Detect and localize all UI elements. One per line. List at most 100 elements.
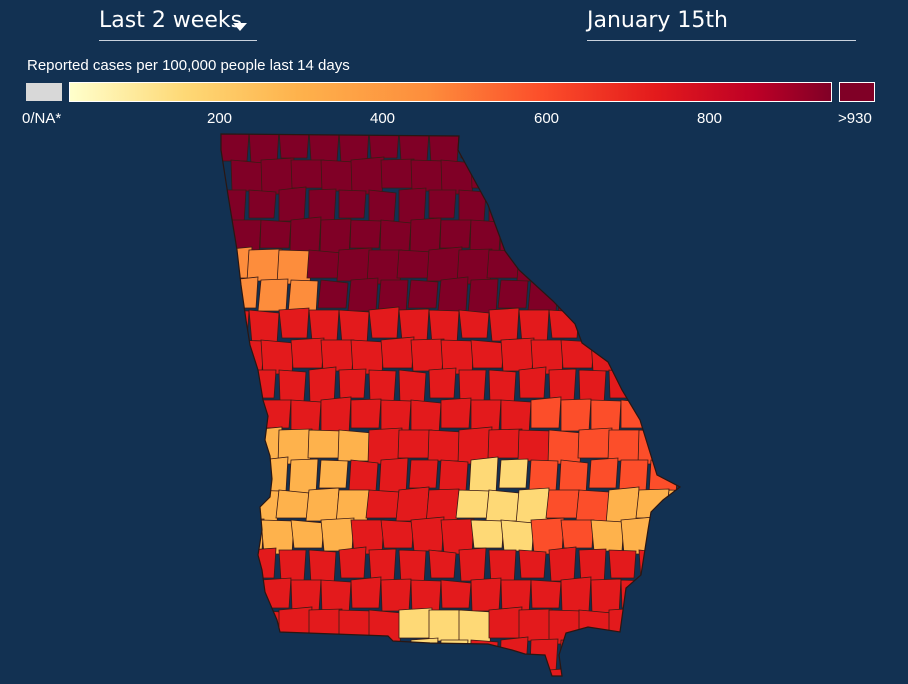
county-shape[interactable] [398,607,433,639]
county-shape[interactable] [589,639,619,669]
county-shape[interactable] [647,276,679,315]
county-shape[interactable] [560,156,595,189]
county-shape[interactable] [497,279,529,309]
county-shape[interactable] [230,159,265,192]
county-shape[interactable] [260,339,295,375]
county-shape[interactable] [667,426,702,459]
county-shape[interactable] [306,669,340,684]
county-shape[interactable] [308,366,337,405]
county-shape[interactable] [248,309,280,345]
county-shape[interactable] [668,189,696,225]
county-shape[interactable] [278,307,310,339]
county-shape[interactable] [278,186,307,222]
county-shape[interactable] [246,668,280,684]
county-shape[interactable] [439,639,469,672]
county-shape[interactable] [560,398,592,432]
county-shape[interactable] [426,246,463,282]
county-shape[interactable] [347,277,379,312]
county-shape[interactable] [488,369,517,405]
county-shape[interactable] [590,519,625,552]
county-shape[interactable] [518,608,553,642]
county-shape[interactable] [410,338,445,372]
county-shape[interactable] [545,489,580,519]
date-selector[interactable]: January 15th [587,6,856,41]
county-shape[interactable] [638,309,670,339]
county-shape[interactable] [518,366,547,399]
county-shape[interactable] [305,487,340,522]
county-shape[interactable] [320,396,352,435]
county-shape[interactable] [650,397,681,432]
county-shape[interactable] [338,546,367,579]
county-shape[interactable] [348,459,379,492]
county-shape[interactable] [428,367,457,399]
county-shape[interactable] [500,519,535,552]
county-shape[interactable] [290,399,322,432]
county-shape[interactable] [516,669,550,684]
county-shape[interactable] [458,547,487,582]
county-shape[interactable] [470,339,505,369]
county-shape[interactable] [650,159,684,189]
county-shape[interactable] [590,578,622,615]
county-shape[interactable] [350,398,382,429]
county-shape[interactable] [470,577,502,612]
county-shape[interactable] [530,579,562,609]
county-shape[interactable] [368,609,403,645]
county-shape[interactable] [438,459,469,492]
county-shape[interactable] [275,489,310,519]
county-shape[interactable] [560,519,595,549]
county-shape[interactable] [576,669,610,684]
county-shape[interactable] [677,278,708,309]
county-shape[interactable] [578,189,607,225]
county-shape[interactable] [338,609,373,642]
county-shape[interactable] [408,459,439,489]
county-shape[interactable] [320,339,355,372]
county-shape[interactable] [308,309,340,342]
county-shape[interactable] [620,338,655,375]
county-shape[interactable] [259,639,289,672]
county-shape[interactable] [666,248,702,279]
county-shape[interactable] [608,308,640,345]
county-shape[interactable] [246,248,283,282]
county-shape[interactable] [289,636,319,675]
county-shape[interactable] [470,399,502,432]
county-shape[interactable] [679,219,711,255]
county-shape[interactable] [458,128,490,159]
county-shape[interactable] [578,306,610,342]
county-shape[interactable] [638,130,670,159]
county-shape[interactable] [681,340,714,371]
county-shape[interactable] [378,457,409,495]
county-shape[interactable] [606,669,640,684]
county-shape[interactable] [336,247,373,282]
county-shape[interactable] [338,189,367,219]
county-shape[interactable] [398,187,427,225]
county-shape[interactable] [379,219,412,252]
county-shape[interactable] [318,459,349,489]
county-shape[interactable] [320,517,355,552]
county-shape[interactable] [546,247,583,285]
county-shape[interactable] [230,339,265,372]
county-shape[interactable] [395,486,430,522]
county-shape[interactable] [529,218,562,249]
county-shape[interactable] [518,130,550,165]
county-shape[interactable] [398,308,430,342]
county-shape[interactable] [588,457,619,489]
county-shape[interactable] [337,429,373,462]
county-shape[interactable] [290,159,325,189]
county-shape[interactable] [319,638,349,669]
county-shape[interactable] [366,669,400,684]
county-shape[interactable] [306,249,343,279]
county-shape[interactable] [649,219,681,252]
county-shape[interactable] [650,579,681,612]
county-shape[interactable] [668,309,699,342]
county-shape[interactable] [518,549,547,579]
county-shape[interactable] [668,369,696,405]
county-shape[interactable] [257,278,289,312]
county-shape[interactable] [290,579,322,612]
county-shape[interactable] [618,459,649,492]
county-shape[interactable] [557,277,589,315]
county-shape[interactable] [515,487,550,525]
county-shape[interactable] [229,639,259,669]
county-shape[interactable] [530,396,562,429]
county-shape[interactable] [548,127,580,159]
county-shape[interactable] [547,429,583,465]
